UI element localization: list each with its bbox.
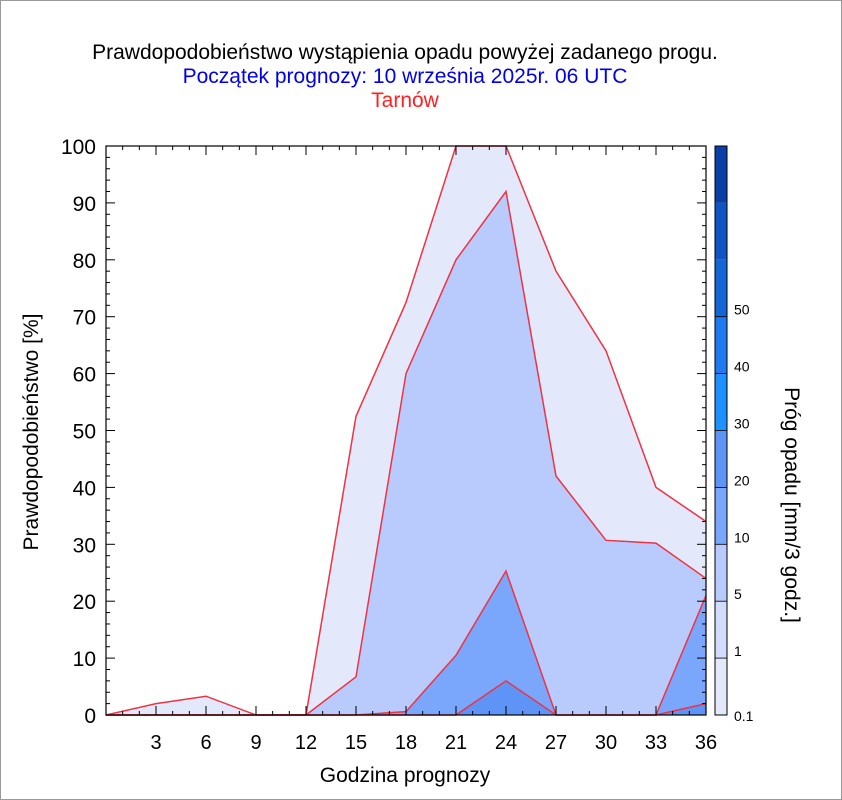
colorbar-segment [715, 658, 727, 715]
y-tick-label: 20 [73, 591, 96, 614]
y-tick-label: 50 [73, 421, 96, 444]
chart-titles: Prawdopodobieństwo wystąpienia opadu pow… [0, 40, 810, 113]
y-tick-label: 40 [73, 477, 96, 500]
colorbar-tick-label: 0.1 [734, 708, 754, 724]
colorbar-segment [715, 430, 727, 488]
colorbar-segment [715, 544, 727, 602]
x-tick-label: 33 [645, 732, 667, 754]
y-tick-label: 30 [73, 534, 96, 557]
area-threshold-1 [106, 191, 706, 715]
x-tick-label: 3 [150, 732, 161, 754]
x-tick-label: 6 [200, 732, 211, 754]
chart-subtitle: Początek prognozy: 10 września 2025r. 06… [182, 65, 628, 88]
colorbar-tick-label: 10 [734, 529, 750, 545]
chart-location: Tarnów [371, 89, 439, 112]
x-tick-label: 12 [295, 732, 317, 754]
colorbar-tick-label: 50 [734, 302, 750, 318]
x-tick-label: 9 [250, 732, 261, 754]
y-tick-label: 10 [73, 648, 96, 671]
line-threshold-0_1 [105, 145, 707, 716]
x-tick-label: 24 [495, 732, 517, 754]
colorbar: 0.1 1 5 10 20 30 40 50 [714, 145, 754, 724]
colorbar-tick-label: 30 [734, 416, 750, 432]
x-tick-label: 18 [395, 732, 417, 754]
colorbar-tick-label: 1 [734, 643, 742, 659]
colorbar-segment [715, 316, 727, 374]
plot-fills [106, 146, 706, 715]
y-tick-label: 80 [73, 250, 96, 273]
colorbar-label: Próg opadu [mm/3 godz.] [780, 387, 803, 623]
colorbar-segment [715, 202, 727, 260]
colorbar-segment [715, 601, 727, 659]
y-axis-label: Prawdopodobieństwo [%] [20, 314, 43, 551]
colorbar-tick-label: 20 [734, 472, 750, 488]
y-tick-label: 60 [73, 364, 96, 387]
colorbar-segment [715, 373, 727, 431]
colorbar-tick-label: 40 [734, 359, 750, 375]
colorbar-segment [715, 487, 727, 545]
chart-title: Prawdopodobieństwo wystąpienia opadu pow… [92, 41, 718, 64]
y-tick-label: 100 [61, 136, 96, 159]
y-tick-label: 70 [73, 307, 96, 330]
x-tick-label: 15 [345, 732, 367, 754]
axis-ticks: 3 6 9 12 15 18 21 24 27 30 33 360102030405060708090… [61, 136, 717, 754]
x-tick-label: 27 [545, 732, 567, 754]
y-tick-label: 90 [73, 193, 96, 216]
colorbar-segment [715, 259, 727, 317]
x-tick-label: 30 [595, 732, 617, 754]
x-tick-label: 21 [445, 732, 467, 754]
x-tick-label: 36 [695, 732, 717, 754]
x-axis-label: Godzina prognozy [320, 764, 491, 787]
y-tick-label: 0 [84, 705, 96, 728]
colorbar-segment [715, 146, 727, 203]
colorbar-tick-label: 5 [734, 586, 742, 602]
